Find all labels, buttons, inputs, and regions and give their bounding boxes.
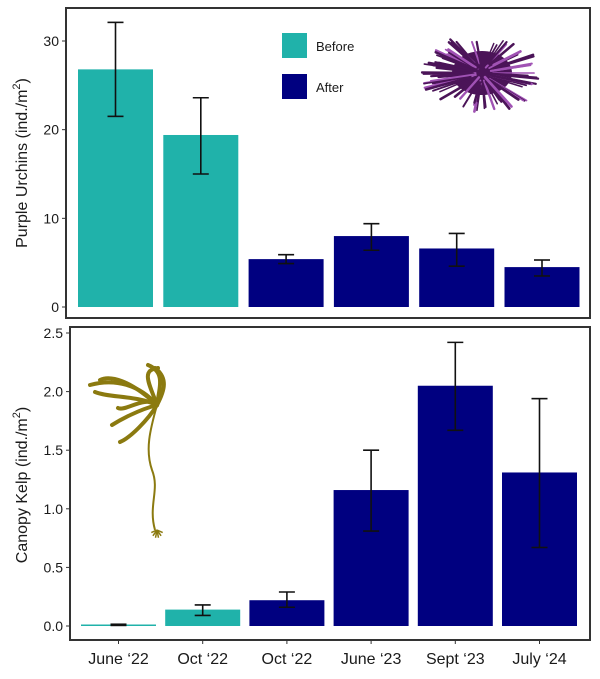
x-tick-label: June ‘22 [88,651,149,668]
x-tick-label: Oct ‘22 [262,651,313,668]
x-tick-label: Sept ‘23 [426,651,485,668]
x-tick-label: July ‘24 [512,651,566,668]
kelp-stipe [149,405,157,530]
kelp-panel: 0.0 0.5 1.0 1.5 2.0 2.5 June ‘22 Oct ‘22 Oct ‘2… [11,325,590,668]
x-tick-label: June ‘23 [341,651,402,668]
urchin-bar [249,259,324,307]
kelp-y-tick-label: 0.5 [44,559,64,575]
legend-swatch-after [282,74,307,99]
legend-item-after: After [282,74,344,99]
legend-label-after: After [316,80,344,95]
kelp-y-tick-label: 2.5 [44,325,64,341]
purple-urchin-icon [422,39,538,111]
kelp-y-axis-label: Canopy Kelp (ind./m2) [11,407,31,563]
urchin-y-axis: 0 10 20 30 [43,33,66,315]
kelp-y-tick-label: 1.0 [44,501,64,517]
legend-item-before: Before [282,33,354,58]
legend-label-before: Before [316,39,354,54]
kelp-y-tick-label: 2.0 [44,384,64,400]
kelp-errorbar [111,624,127,625]
legend: Before After [282,33,354,99]
x-axis: June ‘22 Oct ‘22 Oct ‘22 June ‘23 Sept ‘23 Ju… [88,640,566,668]
urchin-y-tick-label: 30 [43,33,59,49]
urchin-y-tick-label: 20 [43,122,59,138]
kelp-y-axis: 0.0 0.5 1.0 1.5 2.0 2.5 [44,325,70,634]
urchin-panel: 0 10 20 30 Purple Urchins (ind./m2) Before … [11,8,590,318]
kelp-bars [81,386,577,626]
kelp-y-tick-label: 1.5 [44,442,64,458]
bull-kelp-icon [90,365,164,538]
legend-swatch-before [282,33,307,58]
urchin-bars [78,69,580,307]
x-tick-label: Oct ‘22 [177,651,228,668]
urchin-y-axis-label: Purple Urchins (ind./m2) [11,78,31,248]
urchin-y-tick-label: 10 [43,210,59,226]
urchin-y-tick-label: 0 [51,299,59,315]
kelp-y-tick-label: 0.0 [44,618,64,634]
